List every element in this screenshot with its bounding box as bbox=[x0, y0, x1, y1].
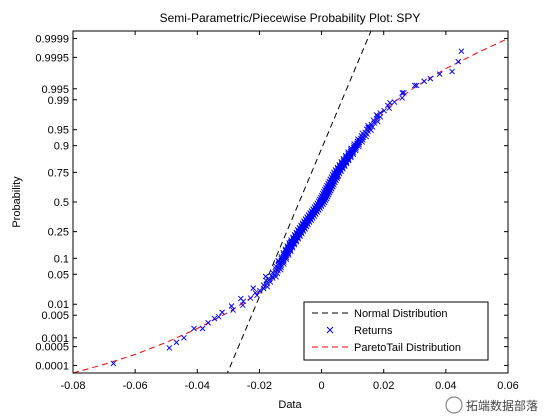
y-tick-label: 0.0001 bbox=[35, 360, 69, 372]
x-tick-label: -0.04 bbox=[185, 380, 210, 392]
x-tick-label: 0.02 bbox=[373, 380, 394, 392]
y-tick-label: 0.01 bbox=[48, 299, 69, 311]
returns-marker bbox=[368, 121, 375, 128]
returns-marker bbox=[449, 68, 455, 75]
returns-marker bbox=[230, 307, 236, 313]
returns-marker bbox=[399, 89, 406, 96]
x-axis-label: Data bbox=[278, 399, 302, 411]
watermark: 拓端数据部落 bbox=[445, 396, 538, 414]
returns-marker bbox=[381, 107, 387, 114]
returns-marker bbox=[219, 309, 225, 316]
returns-marker bbox=[240, 298, 247, 305]
y-tick-label: 0.75 bbox=[48, 167, 69, 179]
y-tick-label: 0.99 bbox=[48, 95, 69, 107]
returns-marker bbox=[252, 290, 259, 296]
series-layer bbox=[73, 31, 508, 373]
y-tick-label: 0.05 bbox=[48, 269, 69, 281]
y-tick-label: 0.9995 bbox=[35, 52, 69, 64]
legend-box bbox=[303, 301, 489, 361]
legend-label-normal: Normal Distribution bbox=[354, 308, 448, 320]
legend-label-returns: Returns bbox=[354, 325, 393, 337]
plot-area bbox=[73, 31, 508, 373]
returns-marker bbox=[401, 89, 407, 96]
x-tick-label: 0.04 bbox=[435, 380, 456, 392]
returns-marker bbox=[386, 105, 393, 112]
y-tick-label: 0.995 bbox=[41, 84, 69, 96]
returns-marker bbox=[181, 334, 187, 341]
y-tick-label: 0.9 bbox=[54, 141, 69, 153]
y-tick-label: 0.95 bbox=[48, 125, 69, 137]
returns-marker bbox=[411, 82, 418, 89]
returns-marker bbox=[377, 110, 383, 116]
x-tick-label: -0.08 bbox=[60, 380, 85, 392]
returns-marker bbox=[254, 292, 260, 299]
returns-marker bbox=[166, 345, 173, 351]
y-tick-label: 0.1 bbox=[54, 253, 69, 265]
returns-marker bbox=[250, 285, 257, 291]
returns-marker bbox=[391, 99, 398, 105]
legend-swatch-returns bbox=[326, 326, 334, 334]
y-tick-label: 0.5 bbox=[54, 197, 69, 209]
x-tick-label: -0.02 bbox=[247, 380, 272, 392]
returns-marker bbox=[427, 75, 434, 82]
returns-marker bbox=[384, 102, 391, 109]
returns-marker bbox=[228, 303, 235, 309]
returns-marker bbox=[260, 282, 267, 288]
wechat-icon bbox=[445, 396, 463, 414]
returns-marker bbox=[263, 277, 270, 284]
returns-marker bbox=[110, 360, 117, 367]
watermark-text: 拓端数据部落 bbox=[466, 398, 538, 413]
returns-marker bbox=[373, 112, 380, 118]
x-tick-label: 0.06 bbox=[497, 380, 518, 392]
returns-marker bbox=[365, 122, 371, 129]
legend-label-pareto: ParetoTail Distribution bbox=[354, 342, 461, 354]
y-tick-label: 0.25 bbox=[48, 227, 69, 239]
returns-marker bbox=[191, 325, 197, 332]
returns-marker bbox=[247, 295, 254, 301]
returns-marker bbox=[436, 71, 443, 77]
x-tick-label: 0 bbox=[319, 380, 325, 392]
returns-marker bbox=[413, 82, 420, 89]
x-axis: -0.08 -0.06 -0.04 -0.02 0 0.02 0.04 0.06 bbox=[60, 31, 519, 392]
y-tick-label: 0.9999 bbox=[35, 34, 69, 46]
y-tick-label: 0.005 bbox=[41, 310, 69, 322]
returns-marker bbox=[211, 315, 218, 322]
y-tick-label: 0.001 bbox=[41, 333, 69, 345]
returns-marker bbox=[421, 78, 427, 85]
returns-dense-body bbox=[191, 82, 420, 332]
x-tick-label: -0.06 bbox=[123, 380, 148, 392]
returns-marker bbox=[266, 276, 273, 283]
y-tick-label: 0.0005 bbox=[35, 342, 69, 354]
y-axis-label: Probability bbox=[11, 176, 23, 228]
returns-marker bbox=[458, 48, 465, 55]
returns-marker bbox=[370, 117, 377, 124]
returns-marker bbox=[215, 314, 222, 320]
returns-marker bbox=[399, 95, 405, 101]
returns-marker bbox=[199, 325, 206, 332]
legend: Normal Distribution Returns ParetoTail D… bbox=[303, 301, 489, 361]
returns-marker bbox=[363, 126, 370, 132]
returns-marker bbox=[205, 319, 212, 326]
returns-marker bbox=[455, 58, 462, 65]
chart-title: Semi-Parametric/Piecewise Probability Pl… bbox=[160, 11, 421, 25]
returns-marker bbox=[173, 339, 180, 346]
returns-marker bbox=[256, 287, 263, 294]
